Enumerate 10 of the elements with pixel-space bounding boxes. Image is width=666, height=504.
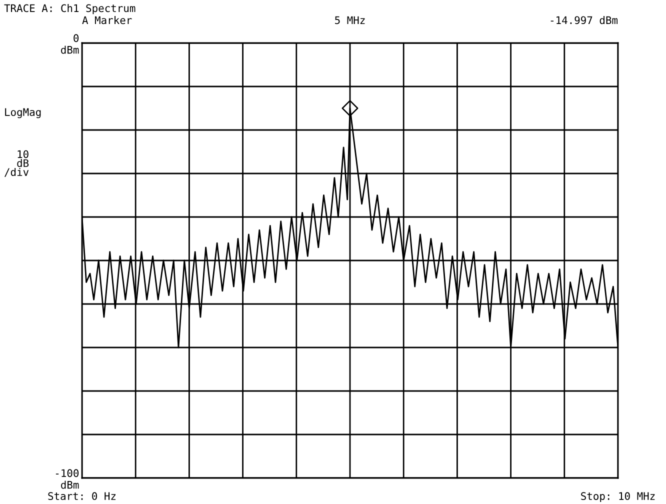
x-tick-label: Start: 0 Hz: [48, 492, 116, 500]
text: LogMag: [5, 108, 41, 118]
x-tick-label: Stop: 10 MHz: [581, 492, 655, 502]
text: A Marker: [82, 16, 132, 24]
text: 5 MHz: [335, 16, 365, 24]
text: -14.997 dBm: [550, 16, 618, 24]
chart-title: TRACE A: Ch1 Spectrum: [4, 4, 136, 14]
text: 10 dB /div: [4, 150, 29, 177]
y-tick-label: -100 dBm: [56, 469, 79, 489]
y-tick-label: 0 dBm: [61, 34, 79, 54]
